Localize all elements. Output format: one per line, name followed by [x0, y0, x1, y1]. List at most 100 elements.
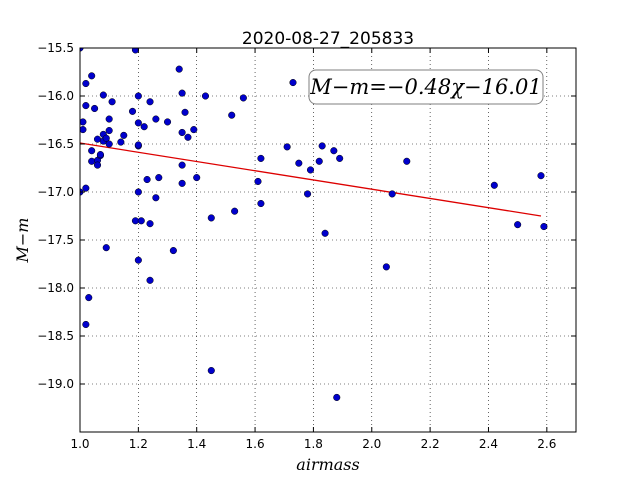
data-point: [169, 247, 177, 255]
data-point: [193, 174, 201, 182]
data-point: [134, 141, 142, 149]
data-point: [88, 157, 96, 165]
data-point: [140, 123, 148, 131]
axis-ticks: [79, 47, 576, 432]
data-point: [155, 174, 163, 182]
data-point: [257, 199, 265, 208]
data-point: [304, 190, 312, 198]
data-point: [108, 98, 116, 106]
y-tick-label: −17.0: [37, 185, 74, 199]
data-point: [178, 179, 186, 187]
y-tick-label: −18.5: [37, 329, 74, 343]
y-tick-label: −15.5: [37, 41, 74, 55]
data-point: [128, 107, 137, 115]
data-point: [134, 256, 142, 264]
data-point: [137, 217, 145, 225]
data-point: [295, 159, 303, 167]
data-point: [228, 111, 236, 119]
y-tick-labels: −15.5 −16.0 −16.5 −17.0 −17.5 −18.0 −18.5 −19.0: [37, 41, 74, 391]
x-tick-label: 1.2: [129, 437, 148, 451]
data-point: [105, 140, 113, 148]
data-point: [88, 72, 96, 80]
data-point: [190, 126, 198, 134]
data-point: [80, 126, 87, 134]
data-point: [388, 190, 396, 198]
data-point: [382, 263, 390, 271]
data-point: [105, 115, 113, 123]
data-point: [96, 151, 104, 159]
data-point: [336, 154, 344, 162]
data-point: [99, 91, 107, 99]
x-tick-label: 2.6: [537, 437, 556, 451]
data-point: [239, 94, 247, 102]
data-point: [333, 393, 341, 401]
data-point: [134, 92, 142, 100]
data-points: [80, 48, 548, 401]
data-point: [318, 142, 326, 150]
fit-equation-box: M−m=−0.48χ−16.01: [308, 69, 544, 105]
y-tick-label: −19.0: [37, 377, 74, 391]
data-point: [537, 172, 545, 180]
data-point: [82, 102, 90, 110]
data-point: [283, 143, 291, 151]
data-point: [88, 147, 96, 155]
data-point: [82, 184, 90, 192]
data-point: [175, 65, 183, 73]
data-point: [514, 221, 522, 229]
data-point: [85, 294, 93, 302]
data-point: [152, 194, 160, 202]
data-point: [207, 367, 215, 375]
data-point: [102, 134, 110, 142]
data-point: [146, 276, 154, 284]
data-point: [201, 92, 210, 100]
data-point: [490, 181, 498, 189]
data-point: [207, 214, 215, 222]
x-tick-label: 2.2: [421, 437, 440, 451]
x-axis-label: airmass: [296, 455, 359, 474]
data-point: [120, 131, 128, 139]
data-point: [163, 118, 172, 126]
fit-line-group: [79, 142, 542, 217]
data-point: [105, 127, 113, 135]
data-point: [82, 79, 90, 88]
fit-equation-text: M−m=−0.48χ−16.01: [309, 75, 541, 99]
chart-title: 2020-08-27_205833: [242, 29, 414, 49]
x-tick-label: 1.8: [304, 437, 323, 451]
data-point: [143, 175, 151, 184]
x-tick-label: 1.4: [187, 437, 206, 451]
data-point: [178, 161, 186, 169]
data-point: [152, 115, 160, 123]
x-tick-label: 1.0: [70, 437, 89, 451]
data-point: [184, 133, 192, 141]
data-point: [134, 119, 142, 127]
data-point: [231, 207, 239, 215]
fit-line: [79, 142, 542, 217]
data-point: [117, 138, 125, 146]
data-point: [403, 157, 411, 165]
y-axis-label: M−m: [13, 218, 32, 264]
y-tick-label: −17.5: [37, 233, 74, 247]
data-point: [330, 147, 338, 155]
data-point: [134, 188, 142, 196]
y-tick-label: −16.0: [37, 89, 74, 103]
data-point: [306, 166, 315, 174]
data-point: [93, 161, 102, 169]
data-point: [102, 244, 110, 252]
data-point: [146, 220, 154, 228]
fit-equation-border: [308, 69, 544, 105]
data-point: [289, 79, 297, 87]
data-point: [91, 104, 99, 113]
x-tick-label: 1.6: [246, 437, 265, 451]
x-tick-label: 2.0: [362, 437, 381, 451]
y-tick-label: −18.0: [37, 281, 74, 295]
data-point: [178, 89, 186, 97]
data-point: [540, 223, 548, 231]
x-tick-labels: 1.0 1.2 1.4 1.6 1.8 2.0 2.2 2.4 2.6: [70, 437, 556, 451]
data-point: [178, 128, 186, 137]
y-tick-label: −16.5: [37, 137, 74, 151]
data-point: [82, 320, 90, 329]
data-point: [254, 177, 262, 185]
data-point: [80, 118, 87, 126]
data-point: [315, 157, 323, 165]
